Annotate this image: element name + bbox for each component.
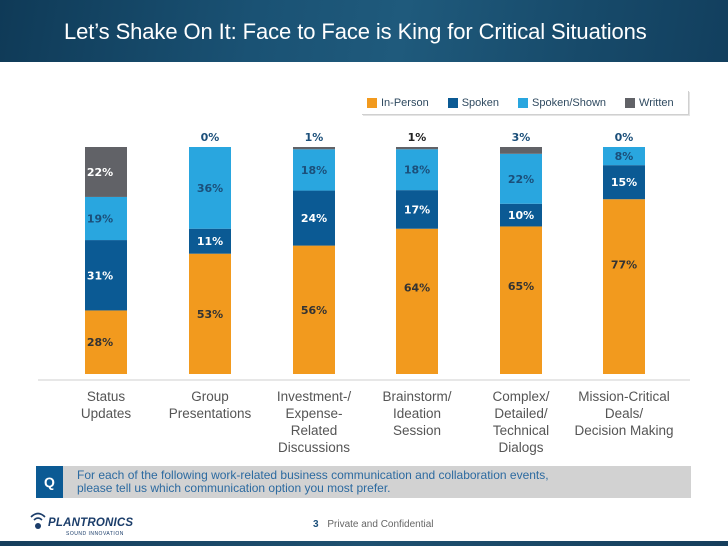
data-label-written: 22% xyxy=(87,166,113,179)
data-label-written: 3% xyxy=(512,131,531,144)
signal-icon xyxy=(30,512,46,529)
data-label-spoken: 15% xyxy=(611,176,637,189)
legend-swatch-spoken-shown xyxy=(518,97,529,108)
data-label-written: 1% xyxy=(305,131,324,144)
footer: 3 Private and Confidential xyxy=(313,519,434,530)
question-badge: Q xyxy=(36,466,63,498)
data-label-in-person: 77% xyxy=(611,259,637,272)
legend-swatch-in-person xyxy=(367,97,377,108)
bar-stack xyxy=(603,147,645,374)
confidential-label: Private and Confidential xyxy=(327,519,434,530)
data-label-spoken-shown: 18% xyxy=(301,164,327,177)
bar-stack xyxy=(85,147,127,374)
legend-label: Spoken/Shown xyxy=(532,96,607,109)
x-tick-label: Mission-Critical Deals/ Decision Making xyxy=(574,389,674,438)
page-number: 3 xyxy=(313,519,319,530)
bar-segment-spoken-shown xyxy=(85,196,127,241)
question-text-content: For each of the following work-related b… xyxy=(77,468,549,495)
bar-segment-written xyxy=(396,147,438,150)
bar-segment-written xyxy=(293,147,335,150)
bar-segment-in-person xyxy=(293,245,335,374)
x-tick-label: Brainstorm/ Ideation Session xyxy=(382,389,452,438)
x-tick-label: Investment-/ Expense- Related Discussion… xyxy=(276,389,352,455)
legend-item-written: Written xyxy=(625,97,674,109)
bar-segment-spoken-shown xyxy=(189,147,231,229)
data-label-spoken: 31% xyxy=(87,269,113,282)
legend-label: In-Person xyxy=(381,96,429,109)
bar-segment-spoken xyxy=(85,240,127,311)
data-label-spoken-shown: 19% xyxy=(87,213,113,226)
bar-segment-in-person xyxy=(500,226,542,374)
bar-segment-spoken xyxy=(293,190,335,246)
plantronics-logo: PLANTRONICS SOUND INNOVATION xyxy=(28,509,148,539)
data-label-spoken-shown: 18% xyxy=(404,164,430,177)
header-banner: Let’s Shake On It: Face to Face is King … xyxy=(0,0,728,62)
x-tick-label: Status Updates xyxy=(80,389,132,421)
legend-label: Spoken xyxy=(461,96,500,109)
data-label-spoken: 24% xyxy=(301,212,327,225)
legend-item-spoken: Spoken xyxy=(447,96,500,109)
data-label-spoken: 10% xyxy=(508,209,534,222)
bar-segment-in-person xyxy=(85,310,127,374)
legend-swatch-written xyxy=(625,97,636,108)
stacked-bar-chart: 28% 31% 19% 22% 53% 11% 36% 0% 56% 24% 18% 1% 64% 17%… xyxy=(38,131,690,381)
slide-title: Let’s Shake On It: Face to Face is King … xyxy=(64,19,647,44)
question-text: For each of the following work-related b… xyxy=(63,466,691,498)
x-tick-label: Group Presentations xyxy=(168,389,252,421)
bar-segment-spoken xyxy=(189,228,231,254)
bar-segment-spoken-shown xyxy=(396,149,438,191)
legend-label: Written xyxy=(639,96,674,109)
bar-stack xyxy=(500,147,542,374)
chart-legend: In-Person Spoken Spoken/Shown Written xyxy=(362,91,689,115)
data-label-written: 0% xyxy=(615,131,634,144)
legend-swatch-spoken xyxy=(447,97,458,108)
data-label-written: 0% xyxy=(201,131,220,144)
bar-segment-in-person xyxy=(189,253,231,374)
data-label-in-person: 28% xyxy=(87,336,113,349)
bar-segment-spoken-shown xyxy=(500,153,542,204)
data-label-in-person: 56% xyxy=(301,304,327,317)
data-label-spoken-shown: 36% xyxy=(197,182,223,195)
bar-segment-spoken xyxy=(603,165,645,200)
data-label-spoken: 11% xyxy=(197,235,223,248)
bar-segment-written xyxy=(500,147,542,154)
logo-tagline: SOUND INNOVATION xyxy=(66,531,124,537)
bar-stack xyxy=(189,147,231,374)
x-tick-label: Complex/ Detailed/ Technical Dialogs xyxy=(492,389,550,455)
bar-stack xyxy=(396,147,438,374)
bar-segment-spoken-shown xyxy=(293,149,335,191)
bar-segment-in-person xyxy=(603,199,645,374)
bar-stack xyxy=(293,147,335,374)
bar-segment-spoken xyxy=(500,203,542,227)
data-label-spoken-shown: 8% xyxy=(615,150,634,163)
data-label-in-person: 64% xyxy=(404,281,430,294)
data-label-written: 1% xyxy=(408,131,427,144)
legend-item-in-person: In-Person xyxy=(367,97,429,109)
data-label-in-person: 53% xyxy=(197,308,223,321)
data-label-spoken: 17% xyxy=(404,203,430,216)
bar-segment-spoken-shown xyxy=(603,147,645,166)
footer-bar xyxy=(0,541,728,546)
logo-text: PLANTRONICS xyxy=(48,517,134,529)
legend-item-spoken-shown: Spoken/Shown xyxy=(518,97,606,109)
bar-segment-written xyxy=(85,147,127,197)
data-label-in-person: 65% xyxy=(508,280,534,293)
bar-segment-spoken xyxy=(396,190,438,229)
data-label-spoken-shown: 22% xyxy=(508,173,534,186)
bar-segment-in-person xyxy=(396,228,438,374)
